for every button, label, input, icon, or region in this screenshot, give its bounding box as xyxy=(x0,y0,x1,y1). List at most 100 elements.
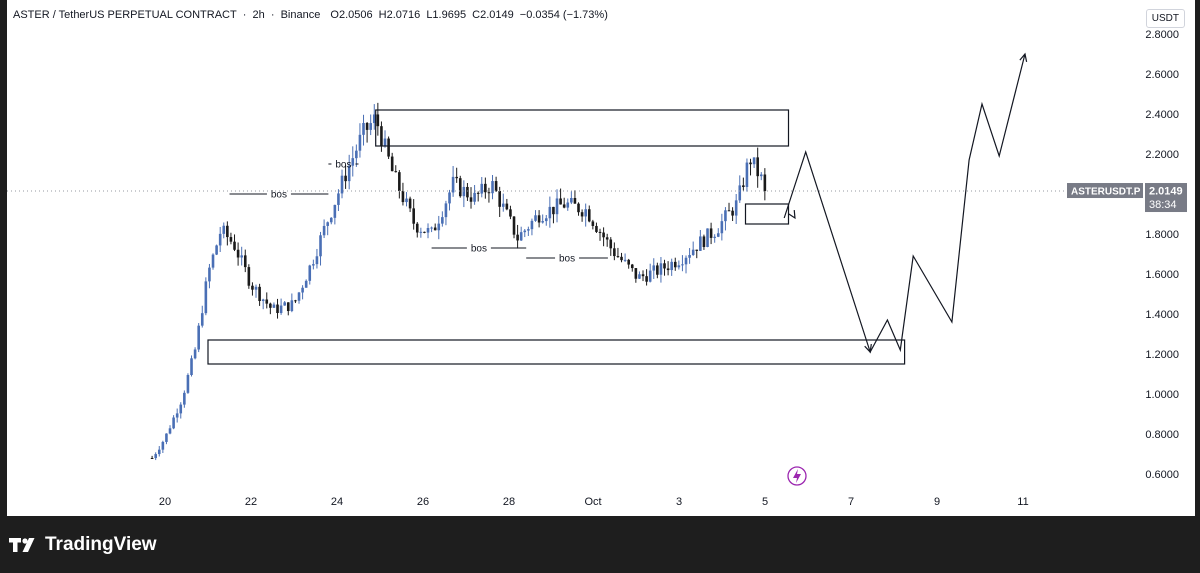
candle-body xyxy=(609,239,613,249)
close-value: C2.0149 xyxy=(472,9,514,21)
candle-body xyxy=(290,300,294,312)
brand-name: TradingView xyxy=(45,534,157,555)
candle-body xyxy=(261,299,265,302)
time-tick-label: 5 xyxy=(762,496,768,508)
candle-body xyxy=(702,236,706,247)
candle-body xyxy=(591,221,595,226)
candle-body xyxy=(243,255,247,268)
lightning-icon[interactable] xyxy=(787,466,807,486)
price-chart[interactable]: bos bos bos bos 2.8000 2.6000 2.4000 2.2000 2.0… xyxy=(7,0,1195,516)
candle-body xyxy=(269,303,272,308)
candle-body xyxy=(555,198,559,215)
projection-arrowhead xyxy=(864,343,872,354)
candle-body xyxy=(706,228,709,247)
lightning-icon-bolt xyxy=(793,469,801,483)
candle-body xyxy=(154,454,157,459)
candle-body xyxy=(294,300,297,302)
candle-body xyxy=(433,227,437,231)
candle-body xyxy=(304,280,308,288)
price-tick-label: 0.6000 xyxy=(1145,469,1179,481)
candle-body xyxy=(383,138,387,146)
time-axis: 20 22 24 26 28 Oct 3 5 7 9 11 xyxy=(159,496,1029,508)
candle-body xyxy=(681,264,684,266)
price-tick-label: 1.2000 xyxy=(1145,349,1179,361)
candle-body xyxy=(527,229,530,231)
price-tag-bg xyxy=(1145,183,1187,213)
candle-body xyxy=(240,255,243,258)
tradingview-logo[interactable]: TradingView xyxy=(9,534,157,556)
zone-rectangle xyxy=(375,109,790,147)
price-axis: 2.80002.60002.40002.20002.00001.80001.60… xyxy=(1145,29,1179,481)
candle-body xyxy=(498,191,501,207)
price-tick-label: 2.4000 xyxy=(1145,109,1179,121)
candle-body xyxy=(347,165,351,182)
symbol-name[interactable]: ASTER / TetherUS PERPETUAL CONTRACT xyxy=(13,9,237,21)
candle-body xyxy=(390,156,394,172)
candle-body xyxy=(419,231,423,233)
candle-body xyxy=(720,221,724,234)
candle-body xyxy=(168,428,172,434)
candle-body xyxy=(541,221,544,223)
candle-body xyxy=(491,181,494,194)
bos-label: bos xyxy=(271,190,287,201)
candle-body xyxy=(337,193,340,205)
candle-body xyxy=(584,209,587,217)
candle-body xyxy=(437,223,441,231)
separator: · xyxy=(242,9,247,21)
candle-body xyxy=(229,237,233,242)
candle-body xyxy=(426,227,430,233)
candle-body xyxy=(494,181,498,192)
candle-body xyxy=(218,233,222,246)
candle-body xyxy=(724,210,727,222)
currency-button[interactable]: USDT xyxy=(1145,9,1185,28)
candle-body xyxy=(398,172,401,192)
candle-body xyxy=(365,122,369,130)
candle-body xyxy=(638,274,641,279)
zone-rectangle xyxy=(744,203,790,225)
candle-body xyxy=(190,358,193,375)
candle-body xyxy=(519,232,523,241)
candle-body xyxy=(731,210,734,216)
candle-body xyxy=(727,210,731,212)
candle-body xyxy=(197,325,200,350)
candle-body xyxy=(423,231,426,233)
low-value: L1.9695 xyxy=(426,9,467,21)
candle-body xyxy=(301,287,304,293)
candle-body xyxy=(369,123,372,130)
candle-body xyxy=(451,176,455,193)
price-tick-label: 2.2000 xyxy=(1145,149,1179,161)
time-tick-label: 28 xyxy=(503,496,515,508)
candle-body xyxy=(645,276,648,282)
price-tick-label: 2.8000 xyxy=(1145,29,1179,41)
candle-body xyxy=(469,197,473,202)
candle-body xyxy=(211,254,215,268)
candle-body xyxy=(200,313,204,326)
candle-body xyxy=(286,302,290,312)
candle-body xyxy=(752,157,756,165)
candle-body xyxy=(620,256,623,261)
bos-label: bos xyxy=(471,244,487,255)
candle-body xyxy=(283,302,286,306)
change-value: −0.0354 (−1.73%) xyxy=(519,9,608,21)
ticker-tag-bg xyxy=(1067,183,1143,199)
candle-body xyxy=(552,206,555,215)
candle-body xyxy=(408,198,412,209)
candle-body xyxy=(380,126,383,146)
candle-body xyxy=(326,222,329,226)
candle-body xyxy=(458,178,462,197)
candle-body xyxy=(444,203,448,218)
chart-panel[interactable]: ASTER / TetherUS PERPETUAL CONTRACT · 2h… xyxy=(7,0,1195,516)
candle-body xyxy=(684,257,688,265)
candle-body xyxy=(344,175,347,182)
interval-label[interactable]: 2h xyxy=(252,9,265,21)
candle-body xyxy=(627,259,630,265)
separator: · xyxy=(270,9,275,21)
candle-body xyxy=(530,220,534,230)
open-value: O2.0506 xyxy=(330,9,373,21)
time-tick-label: 11 xyxy=(1017,496,1028,508)
bos-label: bos xyxy=(559,254,575,265)
exchange-label: Binance xyxy=(280,9,321,21)
candle-body xyxy=(186,374,190,393)
candle-body xyxy=(523,230,527,233)
candle-body xyxy=(666,268,670,271)
